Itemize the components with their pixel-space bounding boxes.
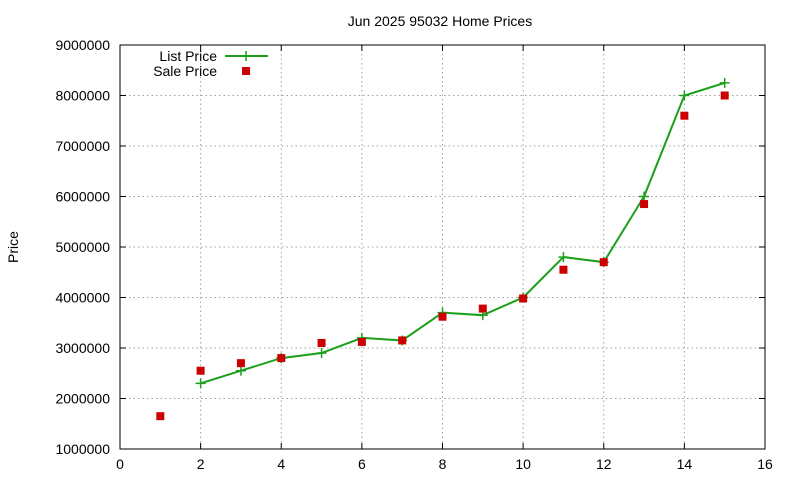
list-price-line <box>200 81 725 385</box>
y-tick-label: 8000000 <box>55 88 110 104</box>
axis-ticks <box>119 44 766 450</box>
series-list-price <box>195 77 730 389</box>
x-tick-label: 12 <box>596 456 612 472</box>
y-tick-label: 3000000 <box>55 340 110 356</box>
y-tick-label: 6000000 <box>55 189 110 205</box>
sale-price-point <box>156 412 165 421</box>
y-tick-label: 5000000 <box>55 239 110 255</box>
sale-price-point <box>720 91 729 100</box>
x-tick-label: 4 <box>277 456 285 472</box>
legend-label: Sale Price <box>153 63 217 79</box>
legend-marker <box>242 67 250 75</box>
sale-price-point <box>236 359 245 368</box>
sale-price-point <box>680 111 689 120</box>
sale-price-point <box>640 200 649 209</box>
sale-price-point <box>398 336 407 345</box>
y-tick-label: 7000000 <box>55 138 110 154</box>
sale-price-point <box>438 312 447 321</box>
sale-price-point <box>559 265 568 274</box>
chart-title: Jun 2025 95032 Home Prices <box>348 13 532 29</box>
x-tick-label: 16 <box>757 456 773 472</box>
sale-price-point <box>357 337 366 346</box>
list-price-point <box>195 378 206 389</box>
sale-price-point <box>478 304 487 313</box>
list-price-point <box>639 191 650 202</box>
sale-price-point <box>519 294 528 303</box>
x-axis-tick-labels: 0 2 4 6 8 10 12 14 16 <box>116 456 773 472</box>
y-axis-tick-labels: 1000000 2000000 3000000 4000000 5000000 60000… <box>55 37 110 457</box>
x-tick-label: 6 <box>358 456 366 472</box>
y-tick-label: 2000000 <box>55 391 110 407</box>
y-tick-label: 1000000 <box>55 441 110 457</box>
legend-marker <box>241 51 251 61</box>
series-layer <box>156 77 730 421</box>
x-tick-label: 14 <box>677 456 693 472</box>
grid <box>120 45 765 449</box>
list-price-point <box>719 77 730 88</box>
sale-price-point <box>317 338 326 347</box>
list-price-point <box>235 365 246 376</box>
x-tick-label: 8 <box>439 456 447 472</box>
series-sale-price <box>156 91 729 421</box>
list-price-point <box>679 90 690 101</box>
y-tick-label: 4000000 <box>55 290 110 306</box>
sale-price-point <box>196 366 205 375</box>
list-price-point <box>558 252 569 263</box>
x-tick-label: 10 <box>515 456 531 472</box>
y-axis-label: Price <box>5 231 21 263</box>
y-tick-label: 9000000 <box>55 37 110 53</box>
list-price-point <box>316 348 327 359</box>
x-tick-label: 2 <box>197 456 205 472</box>
sale-price-point <box>599 258 608 267</box>
sale-price-point <box>277 354 286 363</box>
legend-label: List Price <box>159 48 217 64</box>
x-tick-label: 0 <box>116 456 124 472</box>
